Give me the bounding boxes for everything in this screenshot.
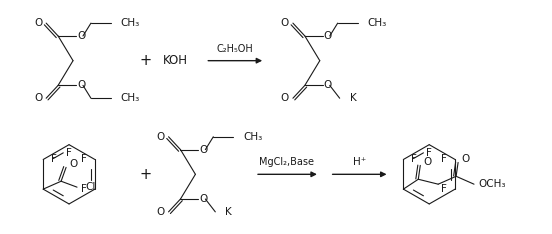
Text: C₂H₅OH: C₂H₅OH [217, 44, 253, 54]
Text: MgCl₂,Base: MgCl₂,Base [259, 157, 315, 168]
Text: F: F [411, 154, 417, 165]
Text: O: O [324, 80, 332, 90]
Text: O: O [34, 18, 42, 28]
Text: CH₃: CH₃ [243, 132, 262, 142]
Text: CH₃: CH₃ [121, 18, 140, 28]
Text: K: K [225, 207, 232, 217]
Text: Cl: Cl [85, 182, 95, 192]
Text: +: + [140, 53, 152, 68]
Text: F: F [66, 148, 72, 157]
Text: O: O [77, 80, 85, 90]
Text: O: O [280, 93, 289, 103]
Text: H⁺: H⁺ [353, 157, 366, 168]
Text: F: F [441, 154, 447, 165]
Text: F: F [441, 184, 447, 194]
Text: O: O [461, 154, 469, 165]
Text: F: F [51, 154, 57, 165]
Text: O: O [280, 18, 289, 28]
Text: OCH₃: OCH₃ [478, 179, 506, 189]
Text: KOH: KOH [163, 54, 188, 67]
Text: O: O [199, 194, 208, 204]
Text: O: O [324, 31, 332, 41]
Text: CH₃: CH₃ [368, 18, 387, 28]
Text: K: K [349, 93, 357, 103]
Text: O: O [34, 93, 42, 103]
Text: O: O [423, 157, 432, 168]
Text: O: O [156, 207, 164, 217]
Text: O: O [77, 31, 85, 41]
Text: CH₃: CH₃ [121, 93, 140, 103]
Text: F: F [81, 184, 87, 194]
Text: O: O [69, 159, 77, 169]
Text: F: F [81, 154, 87, 165]
Text: F: F [426, 148, 432, 157]
Text: +: + [140, 167, 152, 182]
Text: O: O [156, 132, 164, 142]
Text: O: O [199, 145, 208, 155]
